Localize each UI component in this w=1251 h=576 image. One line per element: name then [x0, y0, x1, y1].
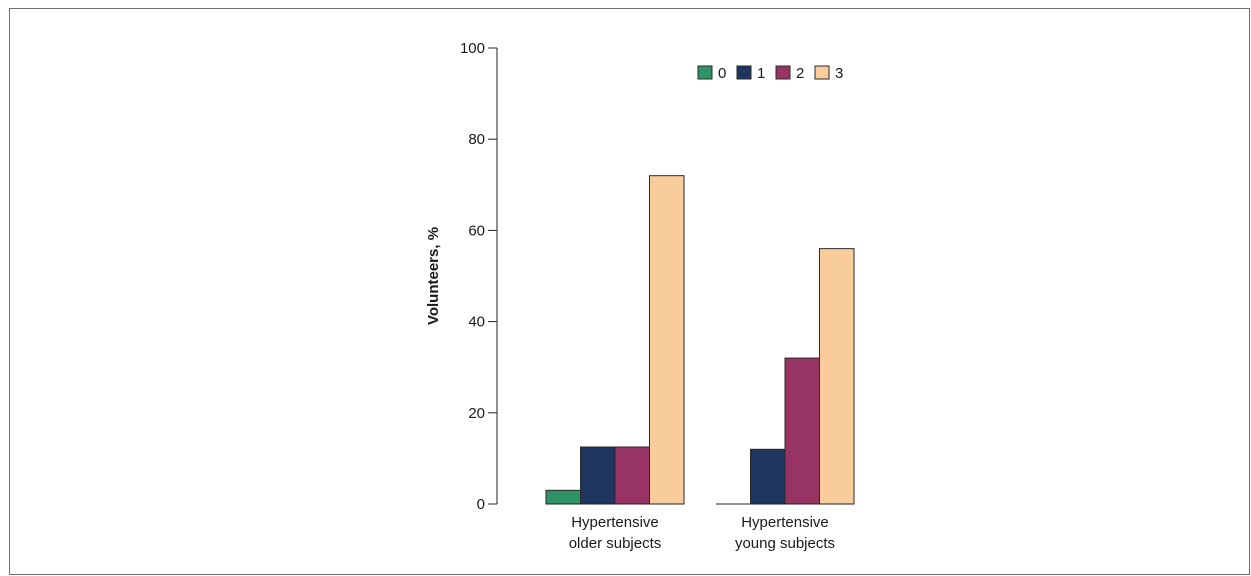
y-tick-label: 80 — [468, 131, 485, 148]
legend-swatch-0 — [697, 65, 713, 80]
bar-older-series-3 — [649, 175, 685, 505]
bar-young-series-1 — [750, 448, 786, 505]
y-tick-label: 40 — [468, 314, 485, 331]
y-tick-label: 0 — [477, 496, 485, 513]
legend-label-0: 0 — [718, 65, 726, 82]
legend-label-1: 1 — [757, 65, 765, 82]
x-category-label: Hypertensive — [741, 514, 829, 531]
y-tick-label: 60 — [468, 222, 485, 239]
x-category-label: older subjects — [569, 535, 662, 552]
bar-older-series-0 — [545, 489, 581, 505]
chart-bars — [545, 175, 855, 505]
chart-legend: 0 1 2 3 — [697, 65, 843, 82]
legend-swatch-3 — [814, 65, 830, 80]
y-axis-title: Volunteers, % — [425, 227, 442, 325]
bar-older-series-2 — [614, 446, 650, 505]
bar-young-series-2 — [784, 357, 820, 505]
y-tick-label: 20 — [468, 405, 485, 422]
bar-young-series-3 — [819, 248, 855, 505]
y-tick-label: 100 — [460, 40, 485, 57]
legend-label-2: 2 — [796, 65, 804, 82]
bar-older-series-1 — [580, 446, 616, 505]
legend-label-3: 3 — [835, 65, 843, 82]
legend-swatch-2 — [775, 65, 791, 80]
x-category-label: young subjects — [735, 535, 835, 552]
x-category-label: Hypertensive — [571, 514, 659, 531]
x-axis-labels: Hypertensive older subjects Hypertensive yo… — [569, 514, 835, 552]
legend-swatch-1 — [736, 65, 752, 80]
chart-axes: 0 20 40 60 80 100 — [460, 40, 498, 513]
